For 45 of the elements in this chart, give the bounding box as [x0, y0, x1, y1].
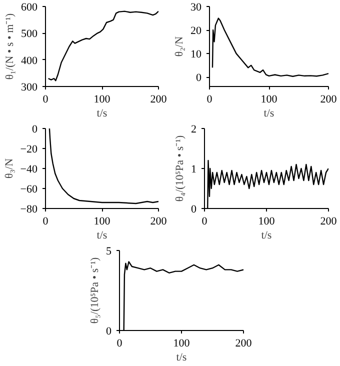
- x-tick-label: 100: [260, 94, 278, 106]
- y-tick-label: 300: [21, 82, 38, 94]
- x-tick-label: 200: [150, 216, 168, 228]
- x-axis-title: t/s: [96, 108, 108, 120]
- y-tick-label: −40: [20, 164, 38, 176]
- x-tick-label: 0: [42, 216, 49, 228]
- x-tick-label: 200: [320, 94, 338, 106]
- x-tick-label: 200: [235, 338, 252, 350]
- y-tick-label: 20: [190, 25, 202, 38]
- y-axis-title: θ₂/N: [174, 36, 186, 57]
- y-axis-title: θ₅/(10⁵Pa • s⁻¹): [89, 257, 101, 324]
- y-tick-label: −80: [20, 204, 38, 216]
- x-axis-title: t/s: [176, 352, 187, 364]
- y-tick-label: 10: [190, 48, 202, 61]
- y-axis-title: θ₃/N: [3, 158, 16, 179]
- x-tick-label: 100: [94, 94, 111, 106]
- y-axis-title: θ₁/(N • s • m⁻¹): [4, 13, 16, 80]
- line-series: [48, 128, 158, 204]
- x-tick-label: 0: [42, 94, 49, 106]
- y-tick-label: −20: [20, 144, 38, 156]
- x-tick-label: 100: [94, 216, 111, 228]
- x-axis-title: t/s: [96, 230, 108, 242]
- y-tick-label: 1: [191, 164, 196, 176]
- y-tick-label: 600: [21, 2, 38, 14]
- y-tick-label: 2: [191, 124, 196, 136]
- x-tick-label: 100: [173, 338, 190, 350]
- y-tick-label: 400: [21, 54, 38, 67]
- x-tick-label: 200: [320, 216, 338, 228]
- x-tick-label: 0: [116, 338, 123, 350]
- line-series: [212, 18, 328, 77]
- x-axis-title: t/s: [264, 108, 274, 120]
- x-tick-label: 200: [150, 94, 168, 106]
- line-series: [48, 10, 158, 82]
- y-tick-label: 0: [32, 124, 38, 136]
- y-tick-label: −60: [20, 184, 38, 196]
- y-tick-label: 30: [190, 2, 202, 14]
- y-tick-label: 500: [21, 28, 38, 40]
- x-tick-label: 0: [206, 94, 213, 106]
- x-axis-title: t/s: [261, 230, 272, 242]
- x-tick-label: 100: [258, 216, 276, 228]
- y-tick-label: 0: [191, 204, 197, 216]
- y-axis-title: θ₄/(10⁵Pa • s⁻¹): [174, 135, 186, 202]
- y-tick-label: 0: [196, 72, 202, 84]
- line-series: [123, 261, 244, 330]
- y-tick-label: 5: [106, 246, 112, 258]
